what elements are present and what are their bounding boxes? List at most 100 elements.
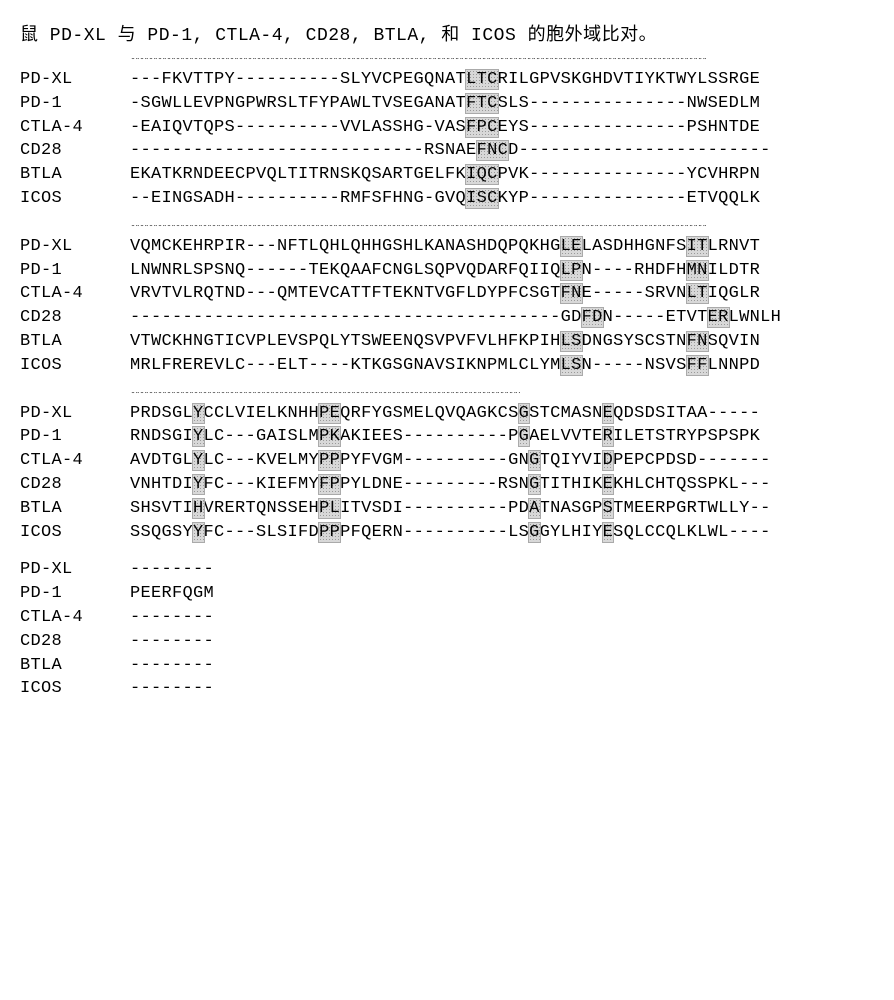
conserved-residue: G [529, 475, 540, 494]
sequence-row: PD-XLVQMCKEHRPIR---NFTLQHLQHHGSHLKANASHD… [20, 235, 874, 259]
sequence-label: CD28 [20, 473, 130, 497]
conserved-residue: FNC [477, 141, 509, 160]
conserved-residue: FD [582, 308, 603, 327]
conserved-residue: E [603, 475, 614, 494]
conserved-residue: PE [319, 404, 340, 423]
conserved-residue: ISC [466, 189, 498, 208]
sequence-row: CTLA-4-EAIQVTQPS----------VVLASSHG-VASFP… [20, 116, 874, 140]
sequence-row: ICOS-------- [20, 677, 874, 701]
sequence-row: CD28VNHTDIYFC---KIEFMYFPPYLDNE---------R… [20, 473, 874, 497]
alignment-ruler: ****************************************… [130, 225, 850, 233]
sequence-label: PD-1 [20, 92, 130, 116]
conserved-residue: FN [687, 332, 708, 351]
sequence-label: ICOS [20, 677, 130, 701]
conserved-residue: Y [193, 475, 204, 494]
alignment-block: ****************************************… [20, 225, 874, 378]
sequence-label: CTLA-4 [20, 449, 130, 473]
sequence-label: PD-1 [20, 425, 130, 449]
conserved-residue: G [529, 451, 540, 470]
alignment-block: ****************************************… [20, 392, 874, 545]
sequence-residues: -EAIQVTQPS----------VVLASSHG-VASFPCEYS--… [130, 116, 760, 140]
alignment-block: ****************************************… [20, 58, 874, 211]
sequence-row: ICOSSSQGSYYFC---SLSIFDPPPFQERN----------… [20, 521, 874, 545]
conserved-residue: LP [561, 261, 582, 280]
conserved-residue: LS [561, 356, 582, 375]
conserved-residue: A [529, 499, 540, 518]
conserved-residue: LS [561, 332, 582, 351]
sequence-row: BTLAEKATKRNDEECPVQLTITRNSKQSARTGELFKIQCP… [20, 163, 874, 187]
sequence-row: PD-1PEERFQGM [20, 582, 874, 606]
sequence-row: CTLA-4VRVTVLRQTND---QMTEVCATTFTEKNTVGFLD… [20, 282, 874, 306]
conserved-residue: Y [193, 451, 204, 470]
conserved-residue: LT [687, 284, 708, 303]
sequence-row: BTLASHSVTIHVRERTQNSSEHPLITVSDI----------… [20, 497, 874, 521]
conserved-residue: FPC [466, 118, 498, 137]
sequence-row: BTLA-------- [20, 654, 874, 678]
sequence-row: ICOSMRLFREREVLC---ELT----KTKGSGNAVSIKNPM… [20, 354, 874, 378]
conserved-residue: PP [319, 451, 340, 470]
sequence-residues: -------- [130, 606, 214, 630]
conserved-residue: PK [319, 427, 340, 446]
sequence-label: CTLA-4 [20, 606, 130, 630]
conserved-residue: IT [687, 237, 708, 256]
sequence-row: CD28----------------------------RSNAEFNC… [20, 139, 874, 163]
sequence-row: PD-XLPRDSGLYCCLVIELKNHHPEQRFYGSMELQVQAGK… [20, 402, 874, 426]
sequence-residues: RNDSGIYLC---GAISLMPKAKIEES----------PGAE… [130, 425, 760, 449]
conserved-residue: Y [193, 427, 204, 446]
conserved-residue: FTC [466, 94, 498, 113]
sequence-label: ICOS [20, 521, 130, 545]
conserved-residue: LTC [466, 70, 498, 89]
conserved-residue: PP [319, 523, 340, 542]
conserved-residue: E [603, 404, 614, 423]
sequence-row: PD-1-SGWLLEVPNGPWRSLTFYPAWLTVSEGANATFTCS… [20, 92, 874, 116]
conserved-residue: G [519, 427, 530, 446]
sequence-label: CD28 [20, 139, 130, 163]
sequence-residues: SSQGSYYFC---SLSIFDPPPFQERN----------LSGG… [130, 521, 771, 545]
sequence-label: ICOS [20, 187, 130, 211]
sequence-label: PD-1 [20, 582, 130, 606]
sequence-alignment: ****************************************… [20, 58, 874, 701]
sequence-label: BTLA [20, 330, 130, 354]
alignment-block: PD-XL--------PD-1PEERFQGMCTLA-4--------C… [20, 558, 874, 701]
conserved-residue: E [603, 523, 614, 542]
conserved-residue: FF [687, 356, 708, 375]
sequence-row: PD-XL-------- [20, 558, 874, 582]
sequence-residues: -SGWLLEVPNGPWRSLTFYPAWLTVSEGANATFTCSLS--… [130, 92, 760, 116]
alignment-title: 鼠 PD-XL 与 PD-1, CTLA-4, CD28, BTLA, 和 IC… [20, 20, 874, 46]
sequence-residues: -------- [130, 630, 214, 654]
sequence-residues: ----------------------------RSNAEFNCD---… [130, 139, 771, 163]
conserved-residue: FP [319, 475, 340, 494]
conserved-residue: Y [193, 523, 204, 542]
conserved-residue: PL [319, 499, 340, 518]
sequence-residues: ---FKVTTPY----------SLYVCPEGQNATLTCRILGP… [130, 68, 760, 92]
conserved-residue: G [519, 404, 530, 423]
conserved-residue: IQC [466, 165, 498, 184]
sequence-label: PD-1 [20, 259, 130, 283]
sequence-residues: MRLFREREVLC---ELT----KTKGSGNAVSIKNPMLCLY… [130, 354, 760, 378]
alignment-ruler: ****************************************… [130, 392, 520, 400]
conserved-residue: R [603, 427, 614, 446]
sequence-residues: PRDSGLYCCLVIELKNHHPEQRFYGSMELQVQAGKCSGST… [130, 402, 760, 426]
sequence-residues: --EINGSADH----------RMFSFHNG-GVQISCKYP--… [130, 187, 760, 211]
sequence-residues: ----------------------------------------… [130, 306, 781, 330]
sequence-residues: -------- [130, 654, 214, 678]
sequence-residues: VRVTVLRQTND---QMTEVCATTFTEKNTVGFLDYPFCSG… [130, 282, 760, 306]
sequence-label: CTLA-4 [20, 116, 130, 140]
sequence-residues: VQMCKEHRPIR---NFTLQHLQHHGSHLKANASHDQPQKH… [130, 235, 760, 259]
conserved-residue: H [193, 499, 204, 518]
sequence-residues: -------- [130, 558, 214, 582]
sequence-label: CD28 [20, 306, 130, 330]
sequence-label: BTLA [20, 163, 130, 187]
sequence-row: PD-XL---FKVTTPY----------SLYVCPEGQNATLTC… [20, 68, 874, 92]
sequence-row: PD-1RNDSGIYLC---GAISLMPKAKIEES----------… [20, 425, 874, 449]
sequence-residues: -------- [130, 677, 214, 701]
sequence-row: ICOS--EINGSADH----------RMFSFHNG-GVQISCK… [20, 187, 874, 211]
sequence-row: CD28-------- [20, 630, 874, 654]
sequence-residues: SHSVTIHVRERTQNSSEHPLITVSDI----------PDAT… [130, 497, 771, 521]
alignment-ruler: ****************************************… [130, 58, 850, 66]
sequence-row: BTLAVTWCKHNGTICVPLEVSPQLYTSWEENQSVPVFVLH… [20, 330, 874, 354]
sequence-label: ICOS [20, 354, 130, 378]
conserved-residue: MN [687, 261, 708, 280]
conserved-residue: FN [561, 284, 582, 303]
sequence-row: CD28------------------------------------… [20, 306, 874, 330]
